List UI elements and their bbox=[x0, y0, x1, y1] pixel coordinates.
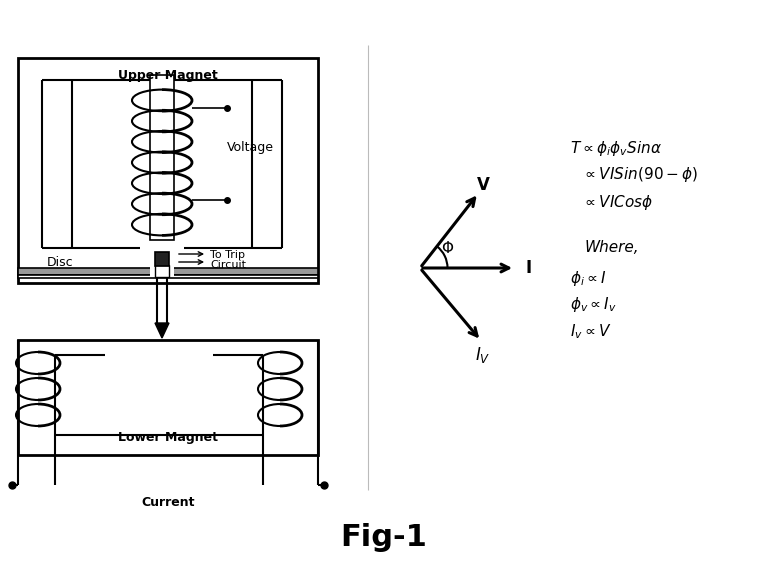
Bar bbox=[150, 266, 174, 277]
Bar bbox=[18, 275, 318, 278]
Text: Where,: Where, bbox=[585, 241, 640, 255]
Text: Fig-1: Fig-1 bbox=[340, 524, 428, 552]
Bar bbox=[150, 75, 174, 240]
Text: Upper Magnet: Upper Magnet bbox=[118, 70, 218, 83]
Text: I: I bbox=[526, 259, 532, 277]
Text: $\phi_i\propto I$: $\phi_i\propto I$ bbox=[570, 268, 607, 288]
Text: Circuit: Circuit bbox=[210, 260, 246, 270]
Text: V: V bbox=[477, 176, 490, 194]
Polygon shape bbox=[155, 323, 169, 338]
Text: Current: Current bbox=[141, 496, 195, 509]
Text: $\Phi$: $\Phi$ bbox=[442, 240, 455, 256]
Text: $\phi_v\propto I_v$: $\phi_v\propto I_v$ bbox=[570, 295, 617, 315]
Bar bbox=[18, 58, 318, 283]
Text: To Trip: To Trip bbox=[210, 250, 245, 260]
Text: $I_v\propto V$: $I_v\propto V$ bbox=[570, 323, 611, 341]
Text: Voltage: Voltage bbox=[227, 142, 274, 155]
Text: $T\propto\phi_i\phi_v Sin\alpha$: $T\propto\phi_i\phi_v Sin\alpha$ bbox=[570, 139, 662, 157]
Text: Disc: Disc bbox=[47, 256, 74, 269]
Bar bbox=[155, 265, 169, 277]
Bar bbox=[155, 252, 169, 266]
Text: $\propto VICos\phi$: $\propto VICos\phi$ bbox=[582, 192, 654, 212]
Bar bbox=[18, 268, 318, 275]
Text: Lower Magnet: Lower Magnet bbox=[118, 431, 218, 444]
Text: $\propto VISin(90-\phi)$: $\propto VISin(90-\phi)$ bbox=[582, 165, 698, 185]
Bar bbox=[18, 340, 318, 455]
Text: $I_V$: $I_V$ bbox=[475, 345, 491, 365]
